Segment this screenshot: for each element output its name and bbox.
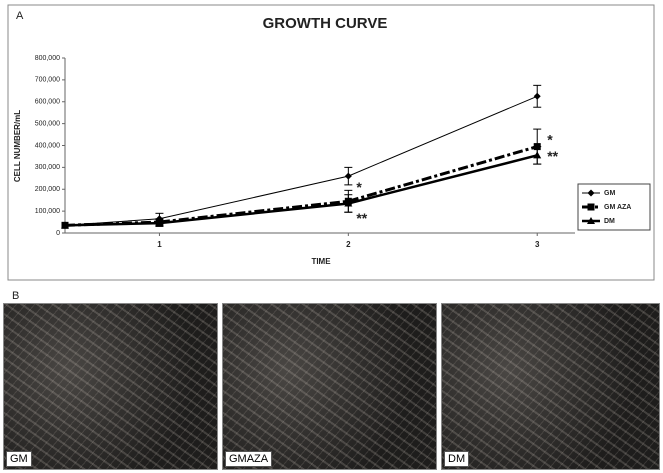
- x-axis-label: TIME: [311, 257, 331, 266]
- marker: [533, 151, 542, 159]
- y-tick-label: 500,000: [35, 120, 60, 127]
- chart-title: GROWTH CURVE: [263, 15, 388, 32]
- image-label: GMAZA: [225, 451, 273, 467]
- micrograph: DM: [441, 303, 660, 470]
- x-tick-label: 3: [535, 240, 540, 249]
- annotation: **: [547, 148, 558, 164]
- panel-label: A: [16, 10, 24, 22]
- y-tick-label: 400,000: [35, 142, 60, 149]
- y-tick-label: 800,000: [35, 55, 60, 62]
- annotation: *: [356, 179, 362, 195]
- legend-label: GM: [604, 190, 615, 197]
- marker: [587, 203, 595, 211]
- marker: [61, 221, 69, 229]
- image-label: GM: [6, 451, 32, 467]
- marker: [587, 217, 595, 224]
- y-tick-label: 100,000: [35, 208, 60, 215]
- image-label: DM: [444, 451, 470, 467]
- marker: [155, 219, 164, 227]
- series-line: [64, 154, 538, 227]
- series-line: [64, 95, 538, 226]
- chart: A GROWTH CURVE TIME CELL NUMBER/mL B 0 10…: [7, 4, 655, 300]
- y-tick-label: 0: [56, 230, 60, 237]
- marker: [344, 172, 352, 180]
- micrograph: GMAZA: [222, 303, 437, 470]
- annotation: *: [547, 131, 553, 147]
- x-tick-label: 2: [346, 240, 351, 249]
- marker: [344, 199, 353, 207]
- legend-label: GM AZA: [604, 204, 631, 211]
- marker: [533, 92, 541, 100]
- y-tick-label: 600,000: [35, 99, 60, 106]
- y-tick-label: 200,000: [35, 186, 60, 193]
- y-axis-label: CELL NUMBER/mL: [13, 110, 22, 182]
- y-tick-label: 700,000: [35, 77, 60, 84]
- y-tick-label: 300,000: [35, 164, 60, 171]
- legend-label: DM: [604, 218, 615, 225]
- x-tick-label: 1: [157, 240, 162, 249]
- marker: [587, 189, 595, 197]
- panel-frame: [7, 4, 655, 281]
- micrograph: GM: [3, 303, 218, 470]
- annotation: **: [356, 210, 367, 226]
- panel-label: B: [12, 290, 19, 300]
